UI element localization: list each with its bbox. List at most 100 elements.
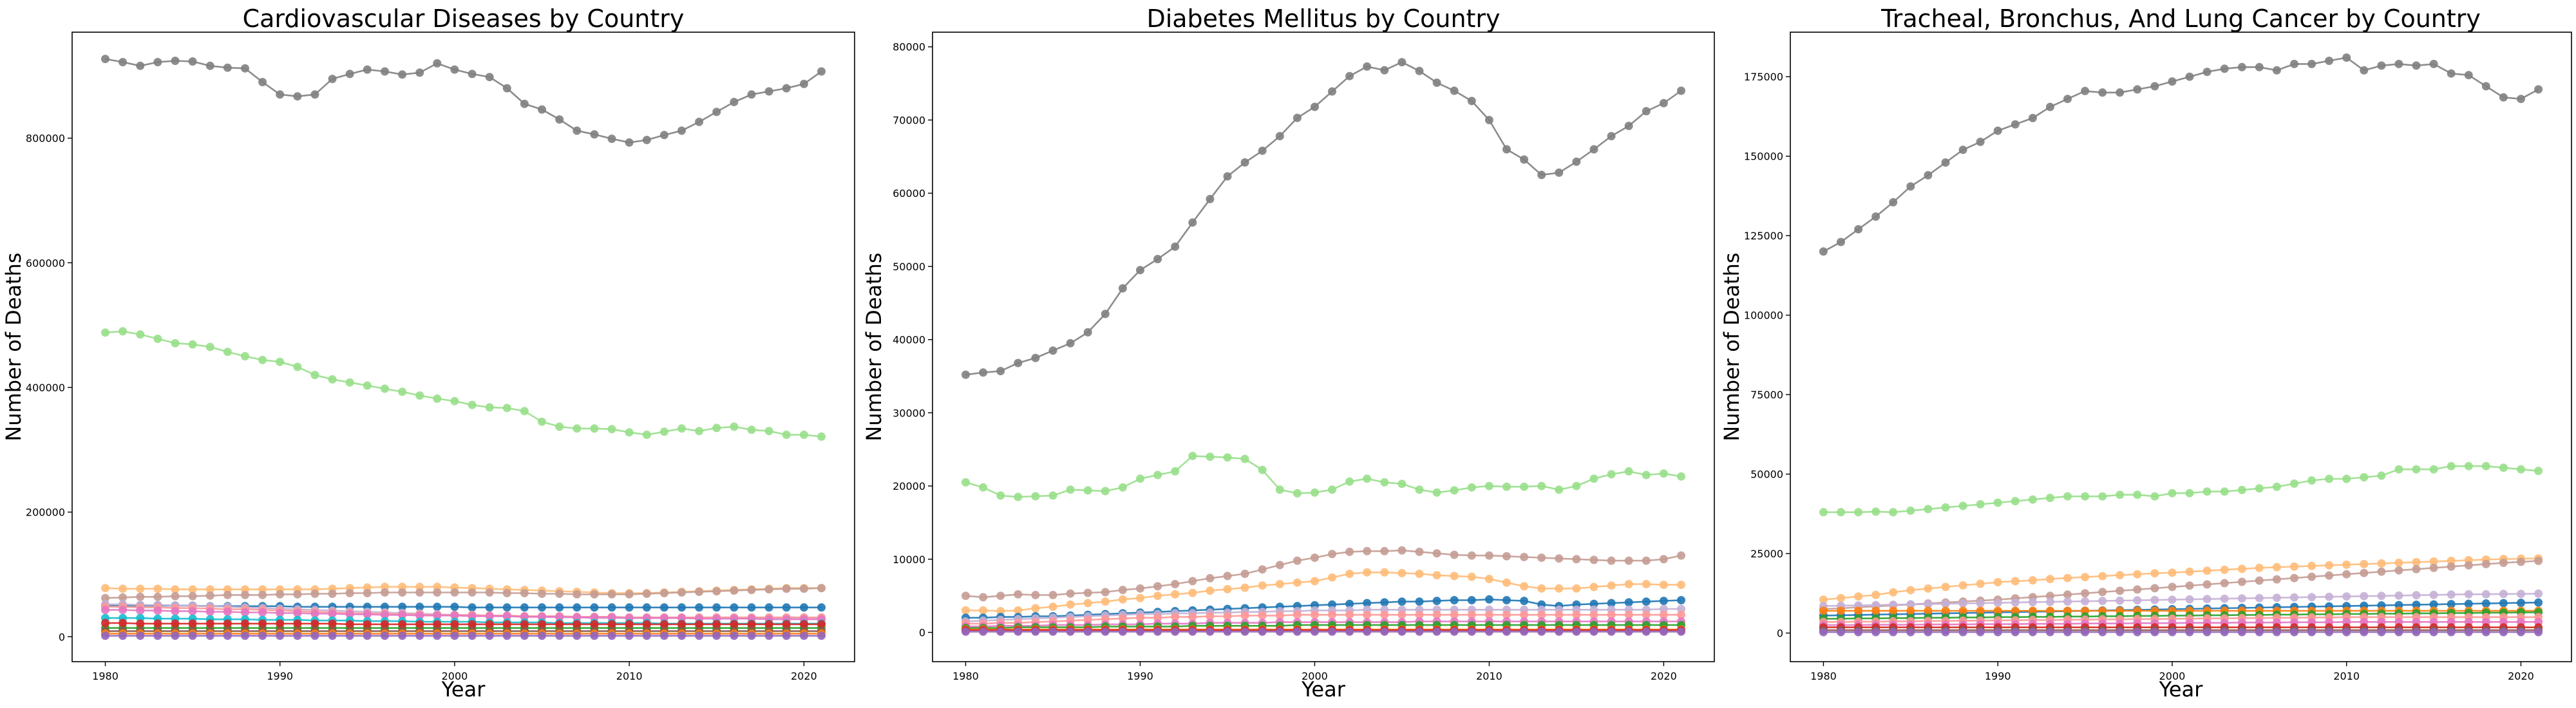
data-point bbox=[2081, 492, 2090, 501]
data-point bbox=[2063, 606, 2072, 615]
series-line bbox=[105, 58, 822, 144]
data-point bbox=[223, 631, 232, 640]
data-point bbox=[625, 138, 634, 147]
data-point bbox=[136, 330, 145, 339]
data-point bbox=[1607, 581, 1616, 590]
x-axis-label: Year bbox=[441, 677, 486, 702]
data-point bbox=[188, 57, 197, 66]
data-point bbox=[1136, 593, 1144, 602]
data-point bbox=[1345, 477, 1354, 486]
data-point bbox=[1976, 599, 1985, 608]
x-tick-label: 1990 bbox=[267, 670, 293, 682]
data-point bbox=[1572, 627, 1581, 636]
data-point bbox=[2185, 72, 2194, 81]
data-point bbox=[153, 334, 162, 343]
y-tick-label: 800000 bbox=[26, 133, 65, 145]
data-point bbox=[520, 631, 529, 640]
data-point bbox=[1240, 611, 1249, 620]
data-point bbox=[712, 620, 721, 629]
data-point bbox=[1993, 606, 2002, 615]
data-point bbox=[1136, 613, 1144, 622]
data-point bbox=[2534, 556, 2543, 565]
data-point bbox=[1941, 599, 1950, 608]
data-point bbox=[1819, 508, 1828, 517]
data-point bbox=[2481, 461, 2490, 470]
data-point bbox=[2081, 573, 2090, 582]
data-point bbox=[2342, 474, 2351, 483]
y-tick-label: 200000 bbox=[26, 507, 65, 519]
data-point bbox=[2011, 120, 2020, 129]
data-point bbox=[1924, 171, 1933, 180]
data-point bbox=[1642, 556, 1651, 565]
data-point bbox=[1889, 588, 1898, 597]
data-point bbox=[1240, 570, 1249, 578]
x-axis-label: Year bbox=[2159, 677, 2204, 702]
data-point bbox=[1677, 610, 1685, 619]
data-point bbox=[2168, 595, 2177, 604]
data-point bbox=[502, 589, 511, 597]
data-point bbox=[1031, 591, 1040, 599]
data-point bbox=[2481, 628, 2490, 637]
data-point bbox=[2447, 628, 2456, 637]
data-point bbox=[2447, 69, 2456, 78]
data-point bbox=[1642, 580, 1651, 588]
data-point bbox=[1136, 474, 1144, 483]
data-point bbox=[1206, 612, 1215, 620]
data-point bbox=[1871, 606, 1880, 615]
y-tick-label: 0 bbox=[1777, 628, 1783, 640]
data-point bbox=[1589, 474, 1598, 483]
y-tick-label: 10000 bbox=[893, 554, 925, 566]
series-2 bbox=[1819, 461, 2543, 517]
data-point bbox=[1677, 627, 1685, 636]
data-point bbox=[961, 627, 970, 636]
data-point bbox=[1153, 470, 1162, 480]
data-point bbox=[2011, 598, 2020, 607]
data-point bbox=[1153, 255, 1162, 263]
data-point bbox=[1502, 610, 1511, 619]
data-point bbox=[1311, 627, 1319, 636]
data-point bbox=[1484, 627, 1493, 636]
data-point bbox=[1624, 467, 1633, 476]
data-point bbox=[363, 589, 372, 597]
data-point bbox=[1171, 580, 1180, 588]
data-point bbox=[625, 603, 634, 612]
data-point bbox=[2377, 471, 2386, 480]
data-point bbox=[1066, 627, 1075, 636]
data-point bbox=[747, 620, 756, 629]
data-point bbox=[520, 99, 529, 108]
data-point bbox=[1101, 597, 1110, 606]
data-point bbox=[381, 588, 389, 597]
data-point bbox=[205, 61, 214, 70]
data-point bbox=[1432, 549, 1441, 558]
data-point bbox=[1659, 469, 1668, 478]
data-point bbox=[1345, 627, 1354, 636]
x-axis-label: Year bbox=[1301, 677, 1346, 702]
data-point bbox=[258, 355, 267, 364]
data-point bbox=[1188, 588, 1197, 597]
data-point bbox=[1642, 107, 1651, 116]
data-point bbox=[642, 431, 651, 439]
data-point bbox=[712, 107, 721, 116]
data-point bbox=[1642, 610, 1651, 619]
data-point bbox=[2272, 66, 2281, 75]
data-point bbox=[188, 607, 197, 616]
data-point bbox=[1941, 158, 1950, 167]
data-point bbox=[2168, 568, 2177, 577]
data-point bbox=[1906, 586, 1915, 595]
data-point bbox=[1572, 610, 1581, 619]
data-point bbox=[1589, 627, 1598, 636]
data-point bbox=[1223, 453, 1232, 462]
data-point bbox=[2237, 564, 2246, 573]
y-tick-label: 600000 bbox=[26, 257, 65, 269]
data-point bbox=[2150, 82, 2159, 91]
data-point bbox=[1101, 310, 1110, 319]
data-point bbox=[1467, 610, 1476, 619]
data-point bbox=[258, 619, 267, 628]
data-point bbox=[2377, 61, 2386, 70]
data-point bbox=[1171, 590, 1180, 599]
data-point bbox=[1432, 79, 1441, 87]
data-point bbox=[293, 631, 302, 640]
data-point bbox=[2220, 628, 2229, 637]
data-point bbox=[1819, 606, 1828, 615]
data-point bbox=[1854, 508, 1863, 517]
